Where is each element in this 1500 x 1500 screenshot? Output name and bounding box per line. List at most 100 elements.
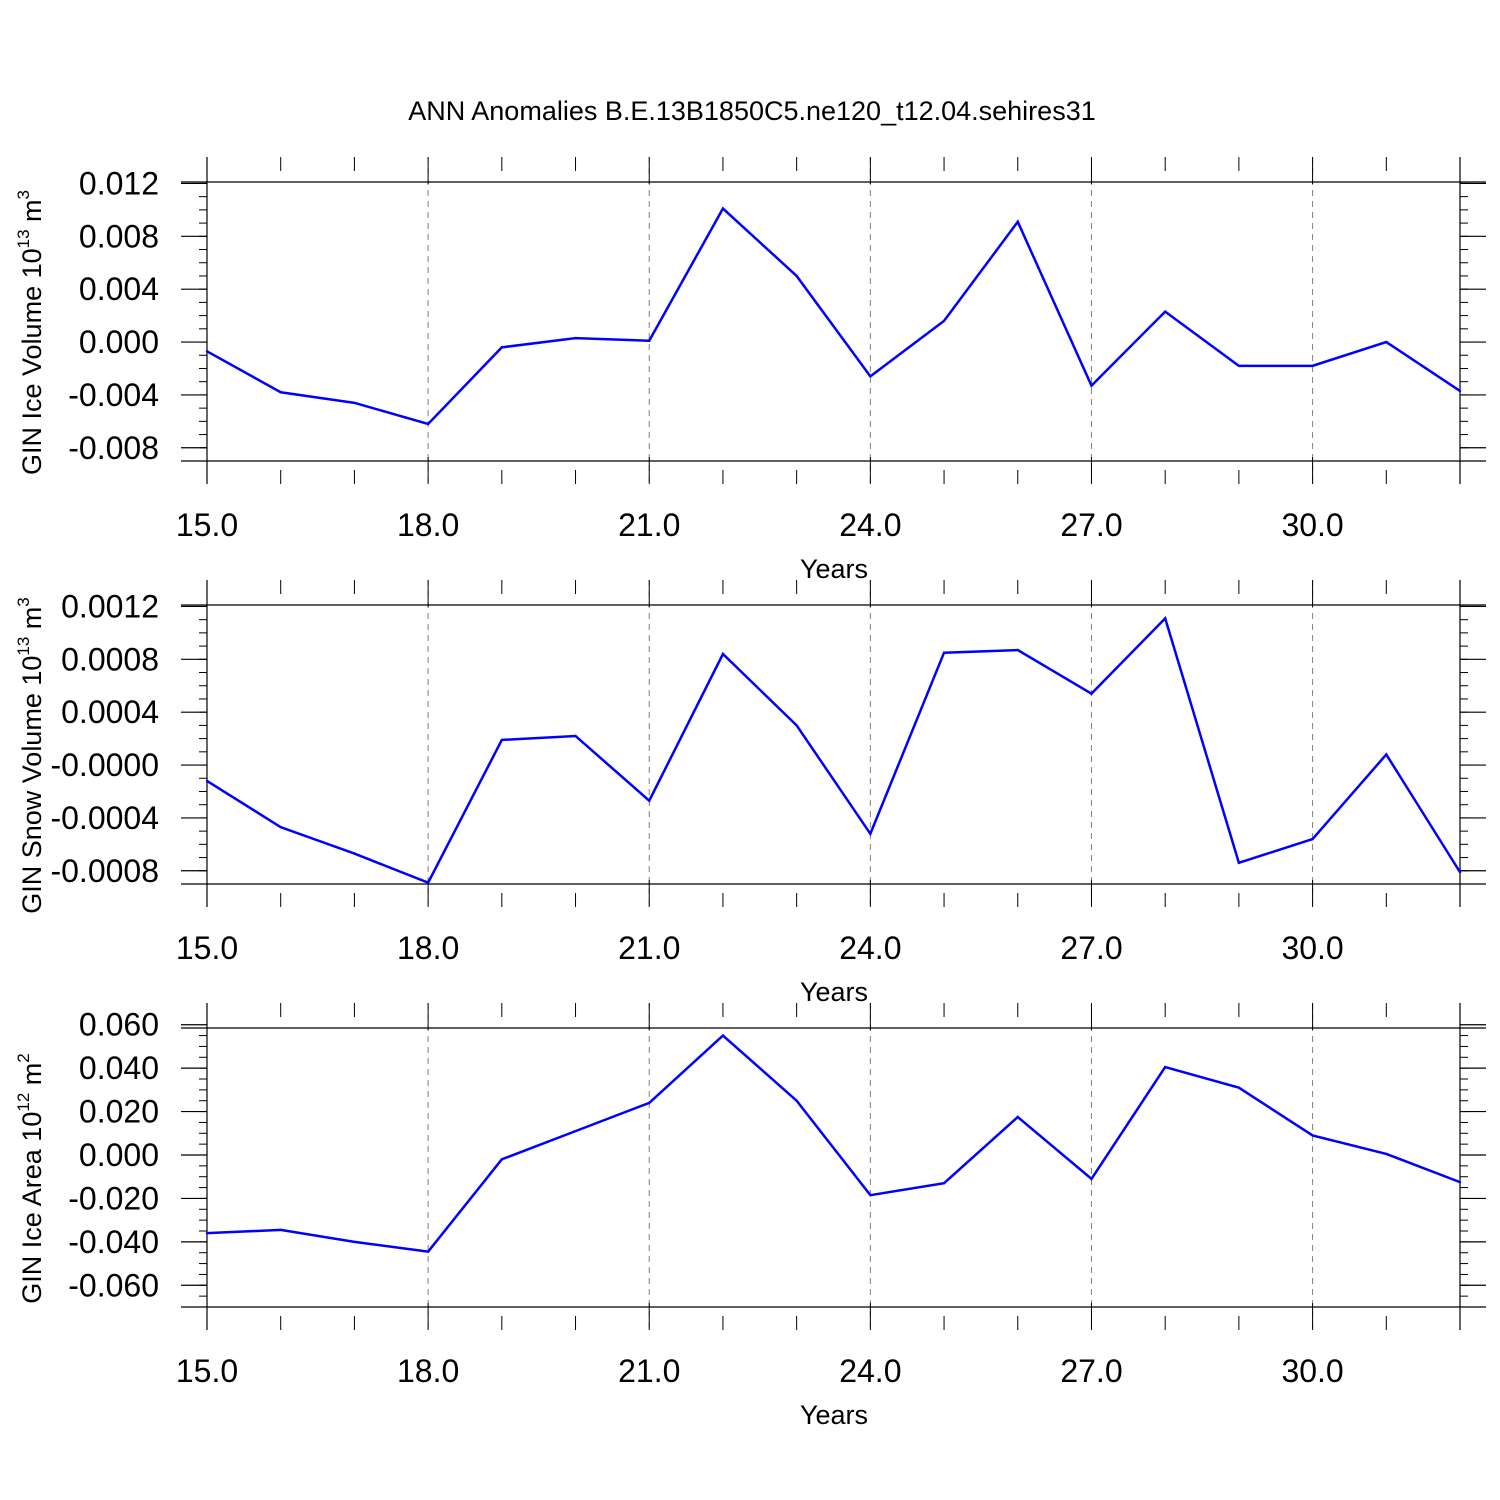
x-tick-label: 15.0 <box>176 507 238 543</box>
data-point <box>648 799 651 802</box>
data-point <box>574 336 577 340</box>
data-point <box>1311 1134 1314 1137</box>
data-point <box>279 1228 282 1232</box>
y-tick-label: -0.0008 <box>50 853 159 889</box>
data-point <box>648 339 651 342</box>
data-point <box>500 346 504 349</box>
data-point <box>1237 861 1241 865</box>
y-tick-label: -0.060 <box>68 1267 159 1303</box>
data-point <box>1090 1177 1093 1181</box>
data-point <box>353 1240 356 1244</box>
data-point <box>353 401 356 405</box>
data-point <box>795 1099 798 1102</box>
chart-panel-1: 0.012 0.008 0.004 0.000 -0.004 -0.008 15.0 18.0… <box>14 157 1486 584</box>
y-tick-label: 0.060 <box>79 1007 159 1043</box>
data-point <box>869 1193 872 1197</box>
data-point <box>869 832 872 835</box>
data-point <box>1237 364 1241 368</box>
data-point <box>426 881 430 884</box>
data-point <box>1163 310 1167 313</box>
data-point <box>721 1034 725 1037</box>
x-axis-title: Years <box>800 977 868 1007</box>
y-axis-title: GIN Ice Area 1012 m2 <box>14 1053 47 1304</box>
data-point <box>648 1101 651 1105</box>
data-point <box>574 734 577 738</box>
x-tick-label: 18.0 <box>397 930 459 966</box>
data-point <box>279 391 282 394</box>
y-axis-title: GIN Ice Volume 1013 m3 <box>14 190 47 475</box>
x-tick-label: 24.0 <box>839 507 901 543</box>
data-point <box>942 651 946 654</box>
data-point <box>1163 617 1167 620</box>
data-point <box>1090 692 1093 695</box>
data-point <box>1237 1086 1241 1089</box>
data-point <box>1458 870 1462 874</box>
y-tick-label: 0.008 <box>79 218 159 254</box>
x-tick-label: 24.0 <box>839 1353 901 1389</box>
y-tick-label: 0.000 <box>79 324 159 360</box>
data-point <box>205 1231 209 1235</box>
data-point <box>500 1158 504 1161</box>
chart-panel-2: 0.0012 0.0008 0.0004 -0.0000 -0.0004 -0.0008 1… <box>14 580 1486 1007</box>
x-tick-label: 18.0 <box>397 507 459 543</box>
data-point <box>721 652 725 656</box>
x-tick-label: 30.0 <box>1281 1353 1343 1389</box>
x-tick-label: 21.0 <box>618 1353 680 1389</box>
y-tick-label: 0.040 <box>79 1050 159 1086</box>
data-point <box>205 350 209 353</box>
y-tick-label: -0.040 <box>68 1224 159 1260</box>
y-tick-label: 0.020 <box>79 1094 159 1130</box>
data-point <box>1458 1180 1462 1184</box>
y-axis-title: GIN Snow Volume 1013 m3 <box>14 597 47 914</box>
x-axis-title: Years <box>800 1400 868 1430</box>
x-tick-label: 15.0 <box>176 930 238 966</box>
x-tick-label: 27.0 <box>1060 1353 1122 1389</box>
y-tick-label: -0.008 <box>68 430 159 466</box>
chart-panel-3: 0.060 0.040 0.020 0.000 -0.020 -0.040 -0.060 15… <box>14 1003 1486 1430</box>
data-point <box>721 207 725 210</box>
x-tick-label: 30.0 <box>1281 507 1343 543</box>
data-point <box>1016 1115 1019 1119</box>
y-tick-label: 0.0008 <box>61 641 159 677</box>
data-point <box>795 274 798 278</box>
data-point <box>426 1250 430 1253</box>
data-point <box>500 738 504 742</box>
x-tick-label: 21.0 <box>618 930 680 966</box>
data-point <box>1016 220 1019 223</box>
data-point <box>1385 753 1388 756</box>
y-tick-label: -0.020 <box>68 1180 159 1216</box>
y-tick-label: 0.000 <box>79 1137 159 1173</box>
data-point <box>1163 1065 1167 1069</box>
data-point <box>1311 837 1314 841</box>
y-tick-label: -0.0000 <box>50 747 159 783</box>
x-tick-label: 15.0 <box>176 1353 238 1389</box>
x-tick-label: 30.0 <box>1281 930 1343 966</box>
data-point <box>869 375 872 378</box>
y-tick-label: 0.004 <box>79 271 159 307</box>
y-tick-label: 0.0012 <box>61 588 159 624</box>
y-tick-label: -0.0004 <box>50 800 159 836</box>
data-point <box>942 319 946 323</box>
x-tick-label: 27.0 <box>1060 507 1122 543</box>
data-series-line <box>206 206 1461 426</box>
data-point <box>574 1129 577 1133</box>
chart-title: ANN Anomalies B.E.13B1850C5.ne120_t12.04… <box>408 96 1095 126</box>
x-axis-title: Years <box>800 554 868 584</box>
y-tick-label: -0.004 <box>68 377 159 413</box>
data-point <box>1385 340 1388 344</box>
y-tick-label: 0.0004 <box>61 694 159 730</box>
y-tick-label: 0.012 <box>79 165 159 201</box>
x-tick-label: 18.0 <box>397 1353 459 1389</box>
data-point <box>353 852 356 855</box>
data-point <box>205 779 209 783</box>
chart-panels: 0.012 0.008 0.004 0.000 -0.004 -0.008 15.0 18.0… <box>14 157 1486 1430</box>
data-point <box>426 422 430 426</box>
data-series-line <box>206 1033 1461 1253</box>
data-point <box>1016 648 1019 652</box>
x-tick-label: 24.0 <box>839 930 901 966</box>
x-tick-label: 27.0 <box>1060 930 1122 966</box>
data-point <box>1311 364 1314 368</box>
data-point <box>279 825 282 829</box>
data-point <box>1458 389 1462 393</box>
